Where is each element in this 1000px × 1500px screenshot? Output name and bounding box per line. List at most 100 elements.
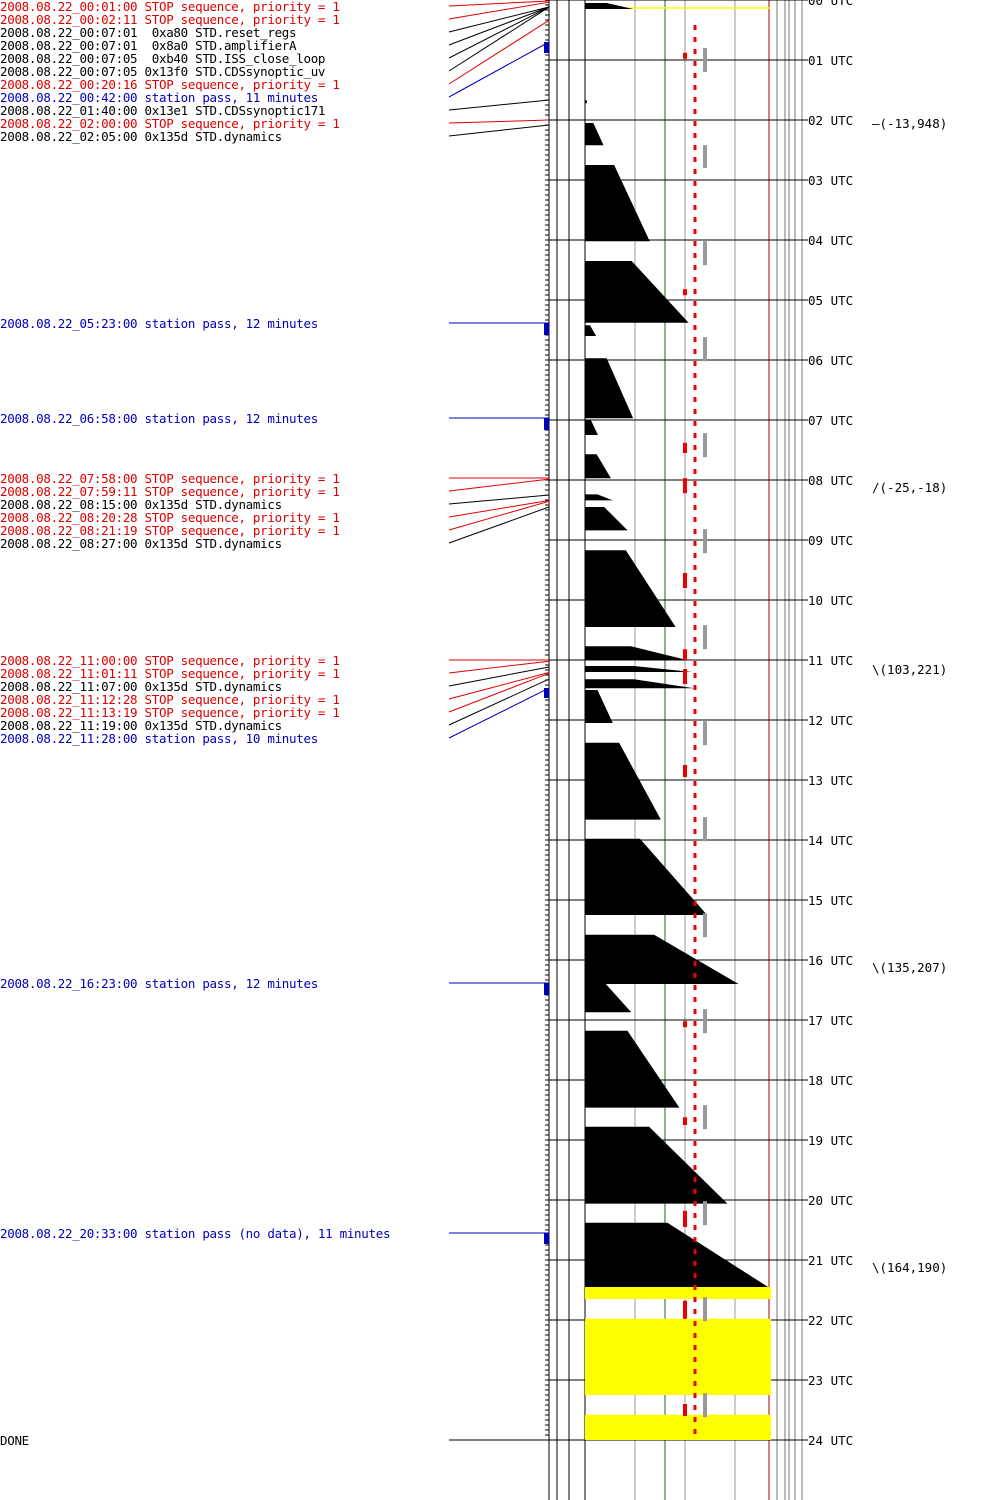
red-marker [683, 1021, 687, 1028]
event-connector [448, 687, 550, 739]
event-label: 2008.08.22_11:07:00 0x135d STD.dynamics [0, 679, 282, 694]
station-pass-mark [544, 1233, 549, 1244]
data-volume-block [585, 550, 676, 627]
data-volume-block [585, 261, 689, 323]
event-label: 2008.08.22_08:21:19 STOP sequence, prior… [0, 523, 340, 539]
hour-label: 21 UTC [808, 1253, 854, 1268]
hour-label: 04 UTC [808, 233, 854, 248]
event-label: 2008.08.22_11:01:11 STOP sequence, prior… [0, 666, 340, 681]
hour-label: 24 UTC [808, 1433, 854, 1448]
event-label: 2008.08.22_11:13:19 STOP sequence, prior… [0, 705, 340, 720]
hour-label: 18 UTC [808, 1073, 854, 1088]
hour-label: 06 UTC [808, 353, 854, 368]
gray-marker [703, 1393, 707, 1418]
gray-marker [703, 337, 707, 362]
no-data-block [585, 1287, 771, 1299]
event-connector [448, 671, 550, 700]
position-tick-icon: \ [872, 960, 880, 976]
data-volume-block [585, 646, 687, 660]
hour-label: 02 UTC [808, 113, 854, 128]
event-connector [448, 124, 550, 137]
hour-label: 15 UTC [808, 893, 854, 908]
data-volume-block [585, 325, 597, 336]
position-tick-icon: — [872, 116, 880, 131]
event-label: DONE [0, 1433, 29, 1448]
event-connector [448, 499, 550, 518]
data-volume-block [585, 838, 708, 915]
event-label: 2008.08.22_11:00:00 STOP sequence, prior… [0, 653, 340, 668]
event-label: 2008.08.22_01:40:00 0x13e1 STD.CDSsynopt… [0, 103, 326, 118]
gray-marker [703, 529, 707, 554]
event-connector [448, 666, 550, 687]
hour-label: 05 UTC [808, 293, 854, 308]
red-marker [683, 1404, 687, 1416]
event-label: 2008.08.22_08:27:00 0x135d STD.dynamics [0, 536, 282, 552]
data-volume-block [585, 100, 587, 104]
hour-label: 10 UTC [808, 593, 854, 608]
position-value: (103,221) [879, 662, 948, 677]
data-volume-block [585, 984, 632, 1013]
event-connector [448, 119, 550, 124]
data-volume-block [585, 358, 634, 419]
event-connector [448, 500, 550, 531]
hour-label: 12 UTC [808, 713, 854, 728]
gray-marker [703, 817, 707, 842]
gray-marker [703, 241, 707, 266]
hour-label: 23 UTC [808, 1373, 854, 1388]
gray-marker [703, 433, 707, 458]
data-volume-block [585, 742, 661, 820]
event-label: 2008.08.22_11:12:28 STOP sequence, prior… [0, 692, 340, 707]
red-marker [683, 765, 687, 777]
hour-label: 19 UTC [808, 1133, 854, 1148]
event-connector [448, 6, 550, 72]
red-marker [683, 52, 687, 59]
event-label: 2008.08.22_05:23:00 station pass, 12 min… [0, 315, 318, 331]
data-volume-block [585, 123, 604, 146]
red-marker [683, 669, 687, 684]
red-marker [683, 649, 687, 660]
hour-label: 16 UTC [808, 953, 854, 968]
station-pass-mark [544, 982, 549, 995]
position-value: (164,190) [879, 1260, 948, 1276]
event-connector [448, 478, 550, 492]
position-value: (-13,948) [879, 116, 948, 131]
hour-label: 20 UTC [808, 1193, 854, 1208]
station-pass-mark [544, 688, 549, 699]
data-volume-block [585, 1222, 769, 1287]
event-label: 2008.08.22_11:28:00 station pass, 10 min… [0, 731, 318, 746]
red-marker [683, 1210, 687, 1227]
event-connector [448, 672, 550, 713]
hour-label: 11 UTC [808, 653, 854, 668]
station-pass-mark [544, 418, 549, 431]
hour-label: 00 UTC [808, 0, 854, 8]
event-label: 2008.08.22_00:02:11 STOP sequence, prior… [0, 12, 340, 27]
gray-marker [703, 48, 707, 72]
event-label: 2008.08.22_00:42:00 station pass, 11 min… [0, 90, 318, 105]
no-data-block [585, 1414, 771, 1440]
event-label: 2008.08.22_07:59:11 STOP sequence, prior… [0, 484, 340, 500]
data-volume-block [585, 3, 634, 9]
red-marker [683, 1300, 687, 1319]
position-label: —(-13,948) [872, 117, 947, 130]
event-connector [448, 660, 550, 674]
station-pass-mark [544, 42, 549, 53]
position-value: (135,207) [879, 960, 948, 976]
event-label: 2008.08.22_00:07:05 0xb40 STD.ISS_close_… [0, 51, 326, 66]
red-marker [683, 573, 687, 588]
no-data-block [585, 1318, 771, 1395]
event-connector [448, 6, 550, 59]
hour-label: 01 UTC [808, 53, 854, 68]
event-connector [448, 6, 550, 33]
event-connector [448, 41, 550, 98]
event-label: 2008.08.22_08:15:00 0x135d STD.dynamics [0, 497, 282, 513]
hour-label: 08 UTC [808, 473, 854, 488]
event-label: 2008.08.22_07:58:00 STOP sequence, prior… [0, 471, 340, 487]
station-pass-mark [544, 322, 549, 335]
event-label: 2008.08.22_02:05:00 0x135d STD.dynamics [0, 129, 282, 144]
hour-label: 22 UTC [808, 1313, 854, 1328]
event-label: 2008.08.22_02:00:00 STOP sequence, prior… [0, 116, 340, 131]
event-label: 2008.08.22_00:20:16 STOP sequence, prior… [0, 77, 340, 92]
data-volume-block [585, 494, 613, 501]
red-marker [683, 442, 687, 453]
